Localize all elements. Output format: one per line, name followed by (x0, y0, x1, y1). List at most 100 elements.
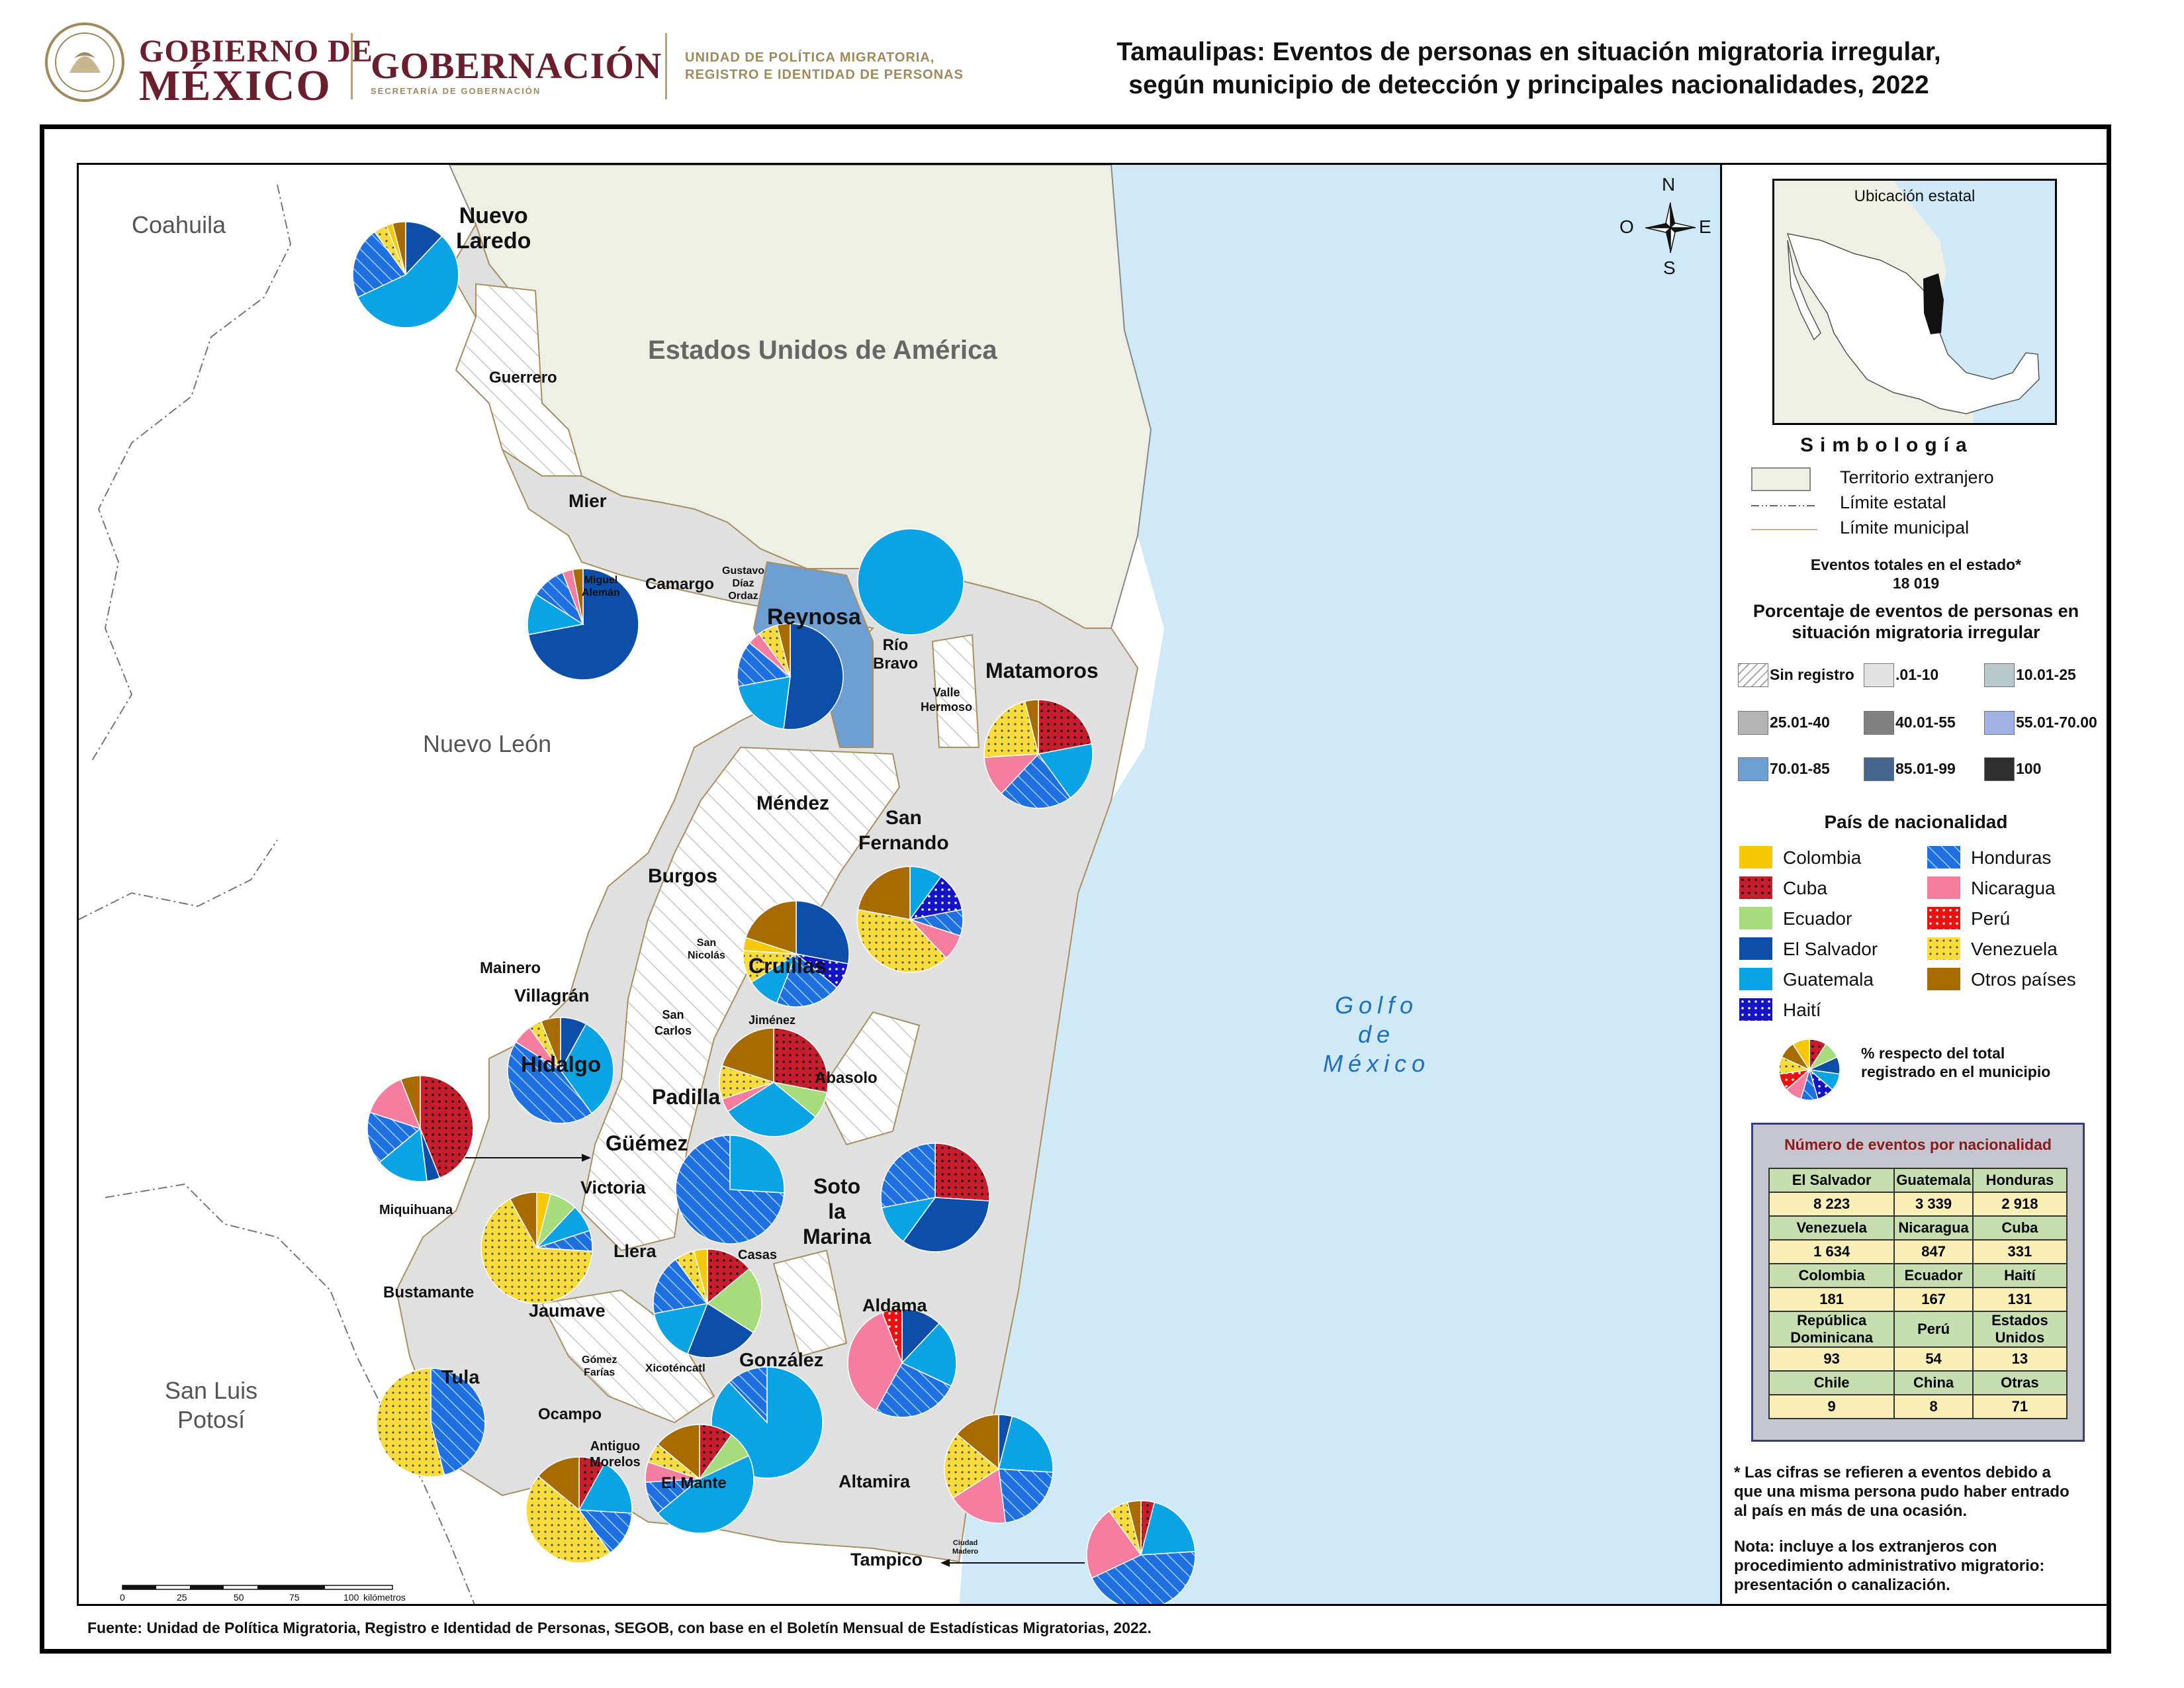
hatched-guerrero (455, 283, 583, 477)
pie-slice (857, 866, 911, 920)
label-altamira: Altamira (839, 1472, 911, 1491)
class-label: 25.01-40 (1770, 714, 1830, 731)
count-header: Guatemala (1893, 1168, 1974, 1193)
compass-icon (1645, 202, 1696, 254)
note2-line1: Nota: incluye a los extranjeros con (1734, 1538, 1997, 1556)
pie-slice (560, 1023, 614, 1114)
pie-slice (944, 1433, 1000, 1499)
label-matamoros: Matamoros (985, 659, 1099, 682)
pie-chart (856, 866, 964, 973)
note-cifras: * Las cifras se refieren a eventos debid… (1734, 1463, 2070, 1521)
outer-frame (40, 124, 2111, 1654)
count-value: 1 634 (1768, 1239, 1895, 1264)
pie-slice (901, 1308, 940, 1364)
gulf-line1: Golfo (1334, 992, 1419, 1019)
label-san-carlos: San Carlos (655, 1007, 692, 1039)
pie-slice (693, 1248, 708, 1304)
scale-0: 0 (120, 1592, 125, 1603)
pie-slice (857, 528, 964, 635)
pie-slice (776, 953, 838, 1008)
pie-slice (783, 623, 844, 730)
label-miguel-aleman-1: Miguel (584, 575, 618, 586)
count-value: 847 (1893, 1239, 1974, 1264)
pie-slice (909, 876, 963, 921)
label-nuevo-laredo-1: Nuevo (459, 203, 528, 228)
label-miguel-aleman-2: Alemán (582, 587, 620, 598)
pie-slice (1140, 1501, 1196, 1556)
scale-25: 25 (177, 1592, 187, 1603)
pie-slice (657, 1455, 754, 1534)
label-antiguo-morelos: Antiguo Morelos (590, 1438, 641, 1470)
nationality-swatch (1927, 846, 1960, 868)
count-value: 93 (1768, 1346, 1895, 1372)
nationality-label: Guatemala (1783, 969, 1874, 990)
nationality-swatch (1927, 907, 1960, 929)
label-gomez-2: Farías (584, 1367, 615, 1378)
count-value: 331 (1972, 1239, 2068, 1264)
scale-75: 75 (289, 1592, 300, 1603)
label-el-mante: El Mante (661, 1474, 727, 1492)
pie-slice (525, 1475, 612, 1564)
label-gustavo-3: Ordaz (728, 590, 758, 602)
hatched-south (541, 1289, 715, 1424)
note1-line2: que una misma persona pudo haber entrado (1734, 1483, 2070, 1501)
pie-slice (405, 221, 443, 276)
count-header: Haití (1972, 1263, 2068, 1288)
note1-line3: al país en más de una ocasión. (1734, 1502, 1968, 1520)
pie-chart (507, 1017, 614, 1124)
label-gustavo-1: Gustavo (722, 565, 765, 577)
nationality-label: Honduras (1971, 847, 2052, 868)
class-swatch (1864, 663, 1894, 687)
class-swatch (1984, 663, 2015, 687)
gobernacion-title: GOBERNACIÓN (371, 46, 662, 87)
compass-n: N (1662, 174, 1676, 195)
label-tula: Tula (441, 1367, 480, 1388)
swatch-limite-estatal (1751, 505, 1817, 506)
pie-slice (952, 1468, 1007, 1524)
label-nuevo-laredo-2: Laredo (456, 228, 531, 254)
region-usa: Estados Unidos de América (648, 336, 997, 365)
label-valle-hermoso: Valle Hermoso (921, 685, 972, 714)
compass-s: S (1663, 258, 1676, 278)
pie-slice (392, 221, 406, 275)
source-note: Fuente: Unidad de Política Migratoria, R… (87, 1619, 1152, 1636)
label-gomez-1: Gómez (582, 1354, 617, 1366)
count-header: China (1893, 1370, 1974, 1395)
count-header: Honduras (1972, 1168, 2068, 1193)
label-san-nicolas-2: Nicolás (688, 950, 725, 961)
pie-chart (944, 1414, 1054, 1524)
scale-bar (122, 1585, 393, 1590)
pie-slice (729, 1135, 785, 1194)
pie-slice (1091, 1551, 1196, 1604)
count-header: Ecuador (1893, 1263, 1974, 1288)
state-border-coah (79, 839, 278, 920)
header-separator (665, 33, 667, 99)
pie-slice (1000, 753, 1071, 809)
coat-of-arms-logo (45, 23, 124, 102)
label-abasolo: Abasolo (815, 1069, 878, 1087)
count-header: Perú (1893, 1311, 1974, 1348)
pie-chart (480, 1192, 593, 1304)
gulf-line2: de (1357, 1021, 1396, 1048)
state-border-slp (105, 1183, 475, 1604)
pie-chart (847, 1308, 957, 1418)
pie-slice (881, 1196, 936, 1243)
hatched-casas (772, 1249, 848, 1358)
pie-chart (653, 1248, 762, 1358)
pie-slice (856, 909, 947, 973)
label-valle-1: Valle (933, 686, 960, 699)
pie-slice (369, 1078, 422, 1130)
state-border-nl (91, 184, 292, 761)
label-san-fernando: San Fernando (858, 806, 949, 856)
label-mendez: Méndez (756, 792, 830, 814)
label-madero-1: Ciudad (952, 1539, 978, 1547)
label-rio-bravo-2: Bravo (873, 655, 919, 673)
pie-chart (352, 221, 459, 328)
pie-slice (721, 1027, 774, 1084)
count-value: 8 (1893, 1394, 1974, 1419)
label-burgos: Burgos (648, 865, 717, 887)
region-coahuila: Coahuila (132, 211, 226, 238)
region-san-luis-2: Potosí (177, 1406, 246, 1433)
count-header: Otras (1972, 1370, 2068, 1395)
class-swatch (1984, 757, 2015, 781)
